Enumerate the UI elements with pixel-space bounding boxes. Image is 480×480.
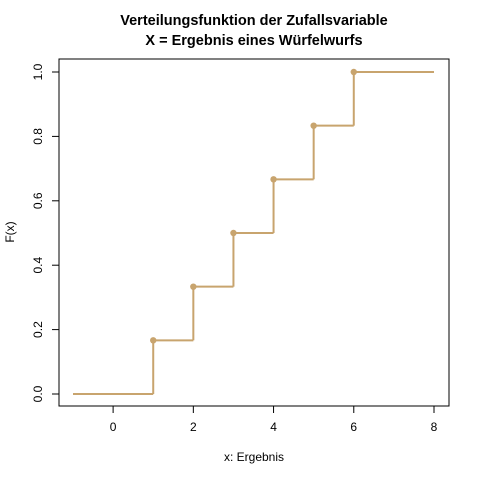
x-axis: 0 2 4 6 8	[110, 405, 438, 434]
data-point	[190, 283, 197, 290]
chart-title: Verteilungsfunktion der Zufallsvariable	[120, 13, 388, 29]
y-tick-label: 0.0	[31, 385, 45, 402]
step-series	[73, 68, 434, 395]
y-tick-label: 0.2	[31, 321, 45, 338]
y-tick-label: 0.8	[31, 128, 45, 145]
data-point	[350, 68, 357, 76]
chart-subtitle: X = Ergebnis eines Würfelwurfs	[145, 33, 362, 49]
x-tick-label: 8	[431, 420, 438, 434]
x-tick-label: 2	[190, 420, 197, 434]
y-axis-label: F(x)	[3, 221, 17, 242]
y-tick-label: 1.0	[31, 63, 45, 80]
x-axis-label: x: Ergebnis	[224, 450, 284, 464]
y-tick-label: 0.4	[31, 257, 45, 274]
data-point	[150, 337, 157, 344]
y-axis: 0.0 0.2 0.4 0.6 0.8 1.0	[31, 63, 60, 402]
y-tick-label: 0.6	[31, 192, 45, 209]
data-point	[230, 229, 237, 237]
data-point	[310, 122, 317, 129]
x-tick-label: 6	[350, 420, 357, 434]
x-tick-label: 0	[110, 420, 117, 434]
data-point	[270, 176, 277, 183]
x-tick-label: 4	[270, 420, 277, 434]
